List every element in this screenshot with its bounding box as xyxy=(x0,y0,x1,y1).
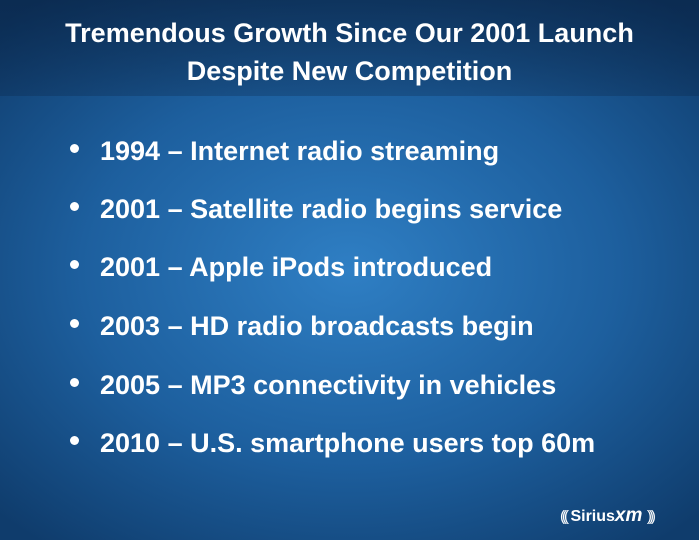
title-line: Tremendous Growth Since Our 2001 Launch xyxy=(65,18,634,48)
bullet-text: 1994 – Internet radio streaming xyxy=(100,136,500,166)
bullet-text: 2010 – U.S. smartphone users top 60m xyxy=(100,428,596,458)
bullet-dot xyxy=(70,144,79,153)
bullet-text: 2005 – MP3 connectivity in vehicles xyxy=(100,370,557,400)
bullet-text: 2003 – HD radio broadcasts begin xyxy=(100,311,534,341)
bullet-dot xyxy=(70,378,79,387)
title-band xyxy=(0,0,699,96)
logo-suffix: xm xyxy=(614,505,643,526)
bullet-text: 2001 – Apple iPods introduced xyxy=(100,252,493,282)
logo: ((( Siriusxm ))) xyxy=(560,505,656,526)
bullet-text: 2001 – Satellite radio begins service xyxy=(100,194,563,224)
bullet-dot xyxy=(70,202,79,211)
bullet-dot xyxy=(70,436,79,445)
bullet-dot xyxy=(70,319,79,328)
title-line: Despite New Competition xyxy=(186,56,513,86)
logo-name: Sirius xyxy=(570,508,615,525)
bullet-dot xyxy=(70,260,79,269)
